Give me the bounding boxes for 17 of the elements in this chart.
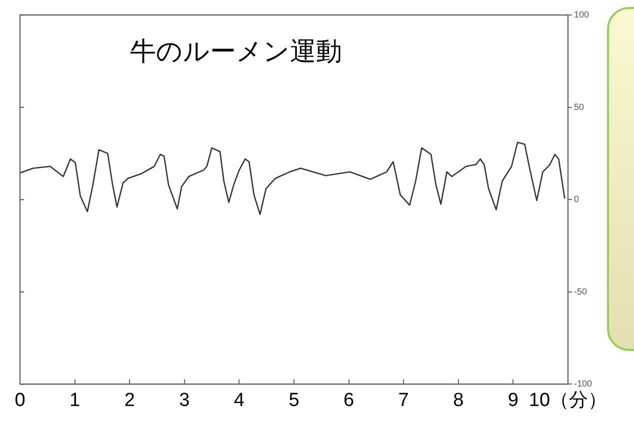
y-tick-label: 100 [574,9,590,20]
y-tick-label: 50 [574,102,584,112]
x-tick-label: 1 [70,390,80,411]
x-tick-label: 6 [344,390,354,411]
x-tick-label: 3 [179,390,190,411]
x-tick-label: 5 [288,390,300,411]
y-tick-label: -50 [574,286,587,296]
x-tick-label: 0 [14,390,26,411]
x-tick-label: 10（分） [528,390,608,411]
x-tick-label: 7 [398,390,409,411]
text: 牛のルーメン運動 [130,36,342,67]
y-tick-label: 0 [574,194,579,204]
x-tick-label: 9 [508,390,518,411]
x-tick-label: 4 [234,390,245,411]
y-tick-label: -100 [574,378,592,389]
x-tick-label: 8 [453,390,464,411]
x-tick-label: 2 [124,390,135,411]
